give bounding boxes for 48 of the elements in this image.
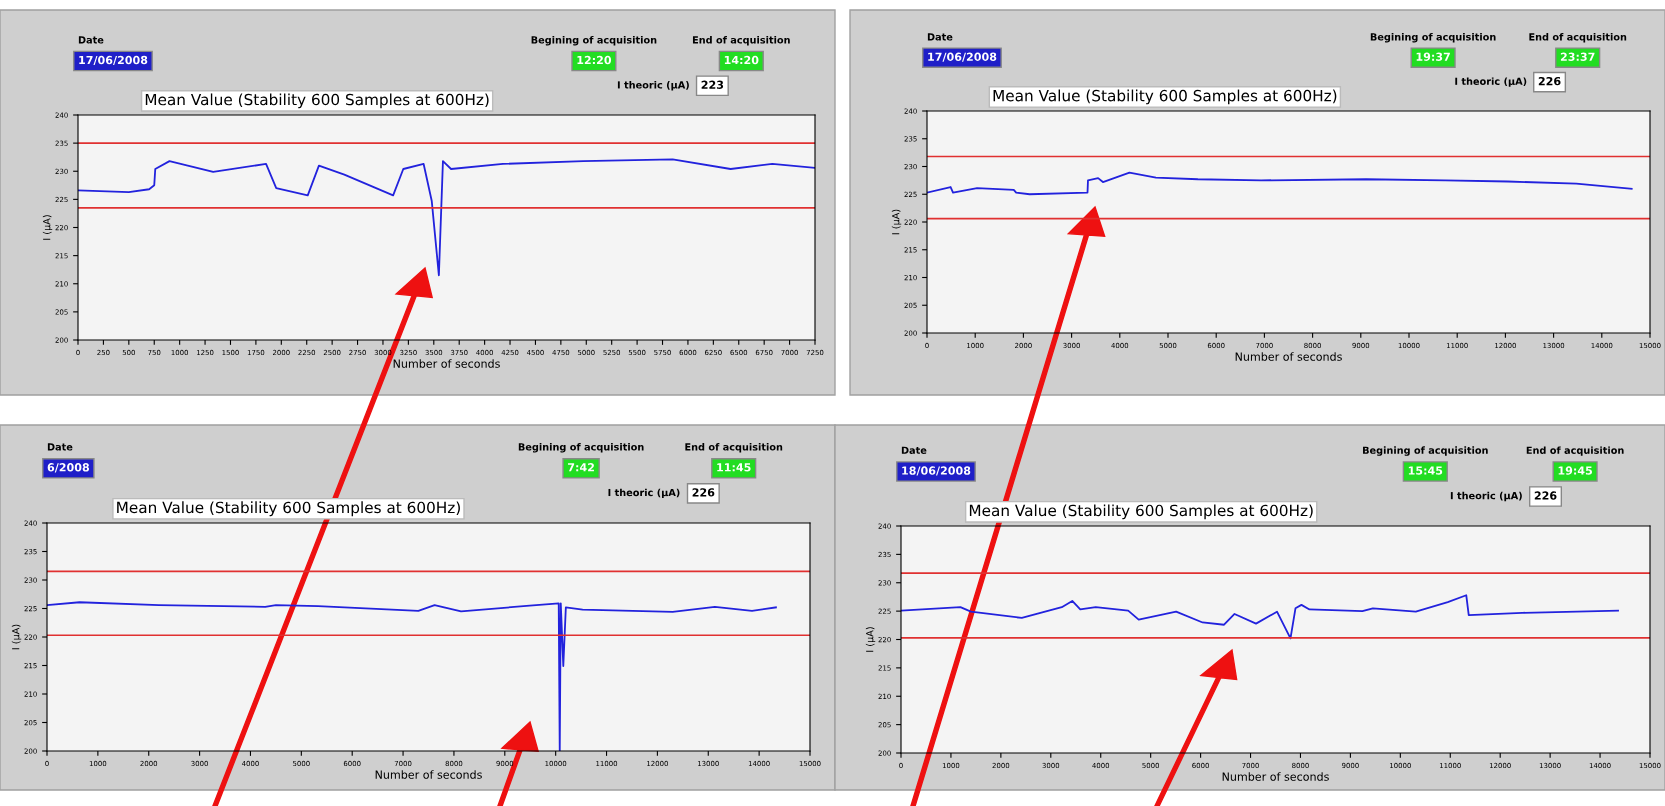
text: 226 [1534,491,1557,500]
x-axis-title: Number of seconds [393,359,500,368]
y-axis-title: I (µA) [891,209,902,235]
text: I theoric (µA) [1450,491,1522,502]
x-axis-title: Number of seconds [375,770,482,779]
text: Begining of acquisition [1363,446,1488,456]
text: Date [901,446,927,454]
text: 18/06/2008 [902,466,971,476]
chart-title: Mean Value (Stability 600 Samples at 600Hz) [117,501,460,517]
chart-title: Mean Value (Stability 600 Samples at 600Hz) [993,89,1337,105]
text: 7:42 [568,463,594,472]
y-axis-title: I (µA) [865,627,876,652]
text: 6/2008 [47,463,90,473]
line-series [901,594,1619,640]
text: 12:20 [577,55,612,65]
line-series [927,171,1633,196]
text: End of acquisition [1529,33,1627,43]
text: 19:45 [1558,466,1593,475]
text: 17/06/2008 [79,55,148,66]
text: End of acquisition [685,443,783,453]
text: Begining of acquisition [1370,33,1496,43]
text: 14:20 [724,55,759,65]
line-series [78,158,815,277]
text: Begining of acquisition [518,443,644,453]
chart-title: Mean Value (Stability 600 Samples at 600Hz) [145,93,489,109]
text: 11:45 [717,463,751,472]
text: I theoric (µA) [617,81,689,91]
text: I theoric (µA) [1455,77,1527,87]
text: End of acquisition [692,36,790,46]
y-axis-title: I (µA) [11,624,22,650]
y-axis-title: I (µA) [42,215,53,240]
x-axis-title: Number of seconds [1222,772,1329,781]
text: Date [47,443,73,451]
line-series [47,601,777,751]
chart-title: Mean Value (Stability 600 Samples at 600Hz) [969,504,1313,520]
text: 226 [692,488,715,497]
text: I theoric (µA) [608,488,680,499]
text: 15:45 [1408,466,1443,475]
text: 17/06/2008 [928,52,997,62]
text: Date [927,33,953,41]
text: Date [78,36,104,44]
text: End of acquisition [1526,446,1624,456]
text: 223 [701,80,724,89]
text: Begining of acquisition [531,36,657,46]
text: 226 [1538,76,1561,86]
text: 19:37 [1416,52,1450,61]
x-axis-title: Number of seconds [1235,352,1342,361]
text: 23:37 [1560,52,1595,61]
